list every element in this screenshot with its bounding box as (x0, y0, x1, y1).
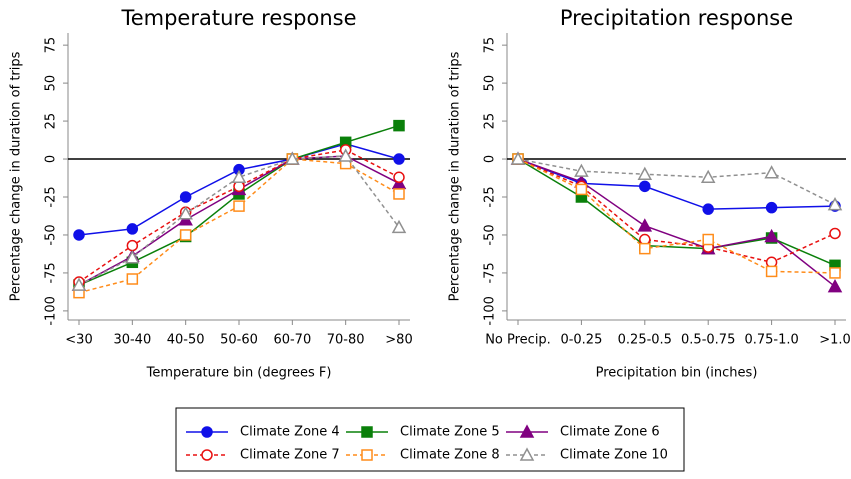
x-tick-label: 60-70 (273, 333, 311, 348)
legend-label: Climate Zone 10 (560, 448, 668, 463)
legend-marker (361, 449, 373, 461)
y-tick-label: -50 (44, 224, 59, 245)
data-point (285, 151, 300, 165)
data-point (764, 228, 779, 243)
legend-label: Climate Zone 6 (560, 425, 660, 440)
x-tick-label: 0-0.25 (560, 333, 602, 348)
legend-marker (201, 449, 213, 461)
chart-title: Temperature response (120, 6, 356, 30)
series-line (517, 158, 836, 274)
x-tick-label: 0.75-1.0 (744, 333, 798, 348)
y-tick-label: -25 (483, 186, 498, 207)
legend-label: Climate Zone 4 (240, 425, 340, 440)
x-axis-label: Temperature bin (degrees F) (146, 366, 332, 381)
series-line (517, 158, 836, 206)
x-tick-label: 0.25-0.5 (618, 333, 672, 348)
y-axis-label: Percentage change in duration of trips (9, 51, 24, 301)
y-tick-label: -75 (44, 262, 59, 283)
x-tick-label: <30 (65, 333, 92, 348)
data-point (575, 183, 588, 196)
x-tick-label: >1.0 (819, 333, 851, 348)
legend-box (175, 407, 685, 472)
legend-marker (201, 426, 213, 438)
y-axis-label: Percentage change in duration of trips (448, 51, 463, 301)
y-tick-label: 0 (44, 155, 59, 163)
data-point (765, 265, 778, 278)
data-point (702, 203, 714, 215)
data-point (178, 206, 193, 220)
legend-label: Climate Zone 5 (400, 425, 500, 440)
data-point (574, 163, 589, 177)
series-line (517, 158, 836, 264)
data-point (126, 273, 139, 285)
y-tick-label: -100 (483, 296, 498, 326)
data-point (393, 171, 405, 184)
y-tick-label: -25 (44, 186, 59, 207)
legend-label: Climate Zone 7 (240, 448, 340, 463)
y-tick-label: 50 (44, 75, 59, 92)
data-point (700, 169, 716, 184)
data-point (338, 148, 353, 162)
legend-marker (361, 426, 373, 438)
x-tick-label: 40-50 (167, 333, 205, 348)
x-tick-label: 30-40 (113, 333, 151, 348)
data-point (510, 151, 526, 165)
data-point (764, 165, 779, 179)
y-tick-label: -50 (483, 224, 498, 245)
data-point (179, 191, 192, 203)
data-point (829, 267, 841, 279)
data-point (233, 200, 245, 212)
series-line (517, 158, 836, 210)
data-point (639, 180, 651, 193)
y-tick-label: 75 (44, 37, 59, 54)
legend-label: Climate Zone 8 (400, 448, 500, 463)
x-tick-label: 70-80 (327, 333, 365, 348)
y-tick-label: 50 (483, 75, 498, 92)
data-point (829, 227, 841, 240)
y-tick-label: 25 (44, 113, 59, 130)
data-point (73, 229, 85, 241)
y-tick-label: -100 (44, 296, 59, 326)
legend-marker (519, 424, 535, 438)
data-point (765, 201, 778, 214)
data-point (393, 153, 405, 165)
y-tick-label: 0 (483, 155, 498, 163)
data-point (393, 188, 405, 200)
chart-title: Precipitation response (560, 6, 793, 30)
x-tick-label: 50-60 (220, 333, 258, 348)
legend-marker (519, 447, 535, 461)
data-point (637, 218, 653, 232)
data-point (393, 119, 405, 132)
data-point (391, 219, 407, 234)
y-tick-label: 75 (483, 37, 498, 54)
data-point (639, 242, 651, 255)
data-point (71, 277, 87, 291)
data-point (126, 223, 139, 235)
x-tick-label: >80 (385, 333, 412, 348)
data-point (637, 166, 653, 180)
x-axis-label: Precipitation bin (inches) (596, 366, 758, 381)
y-tick-label: -75 (483, 262, 498, 283)
data-point (126, 239, 139, 252)
data-point (179, 229, 192, 241)
data-point (231, 169, 247, 184)
data-point (125, 250, 140, 264)
x-tick-label: No Precip. (485, 333, 551, 348)
data-point (827, 197, 843, 211)
x-tick-label: 0.5-0.75 (681, 333, 735, 348)
series-line (517, 158, 836, 288)
y-tick-label: 25 (483, 113, 498, 130)
series-line (517, 158, 836, 267)
data-point (702, 233, 714, 246)
data-point (827, 279, 843, 293)
